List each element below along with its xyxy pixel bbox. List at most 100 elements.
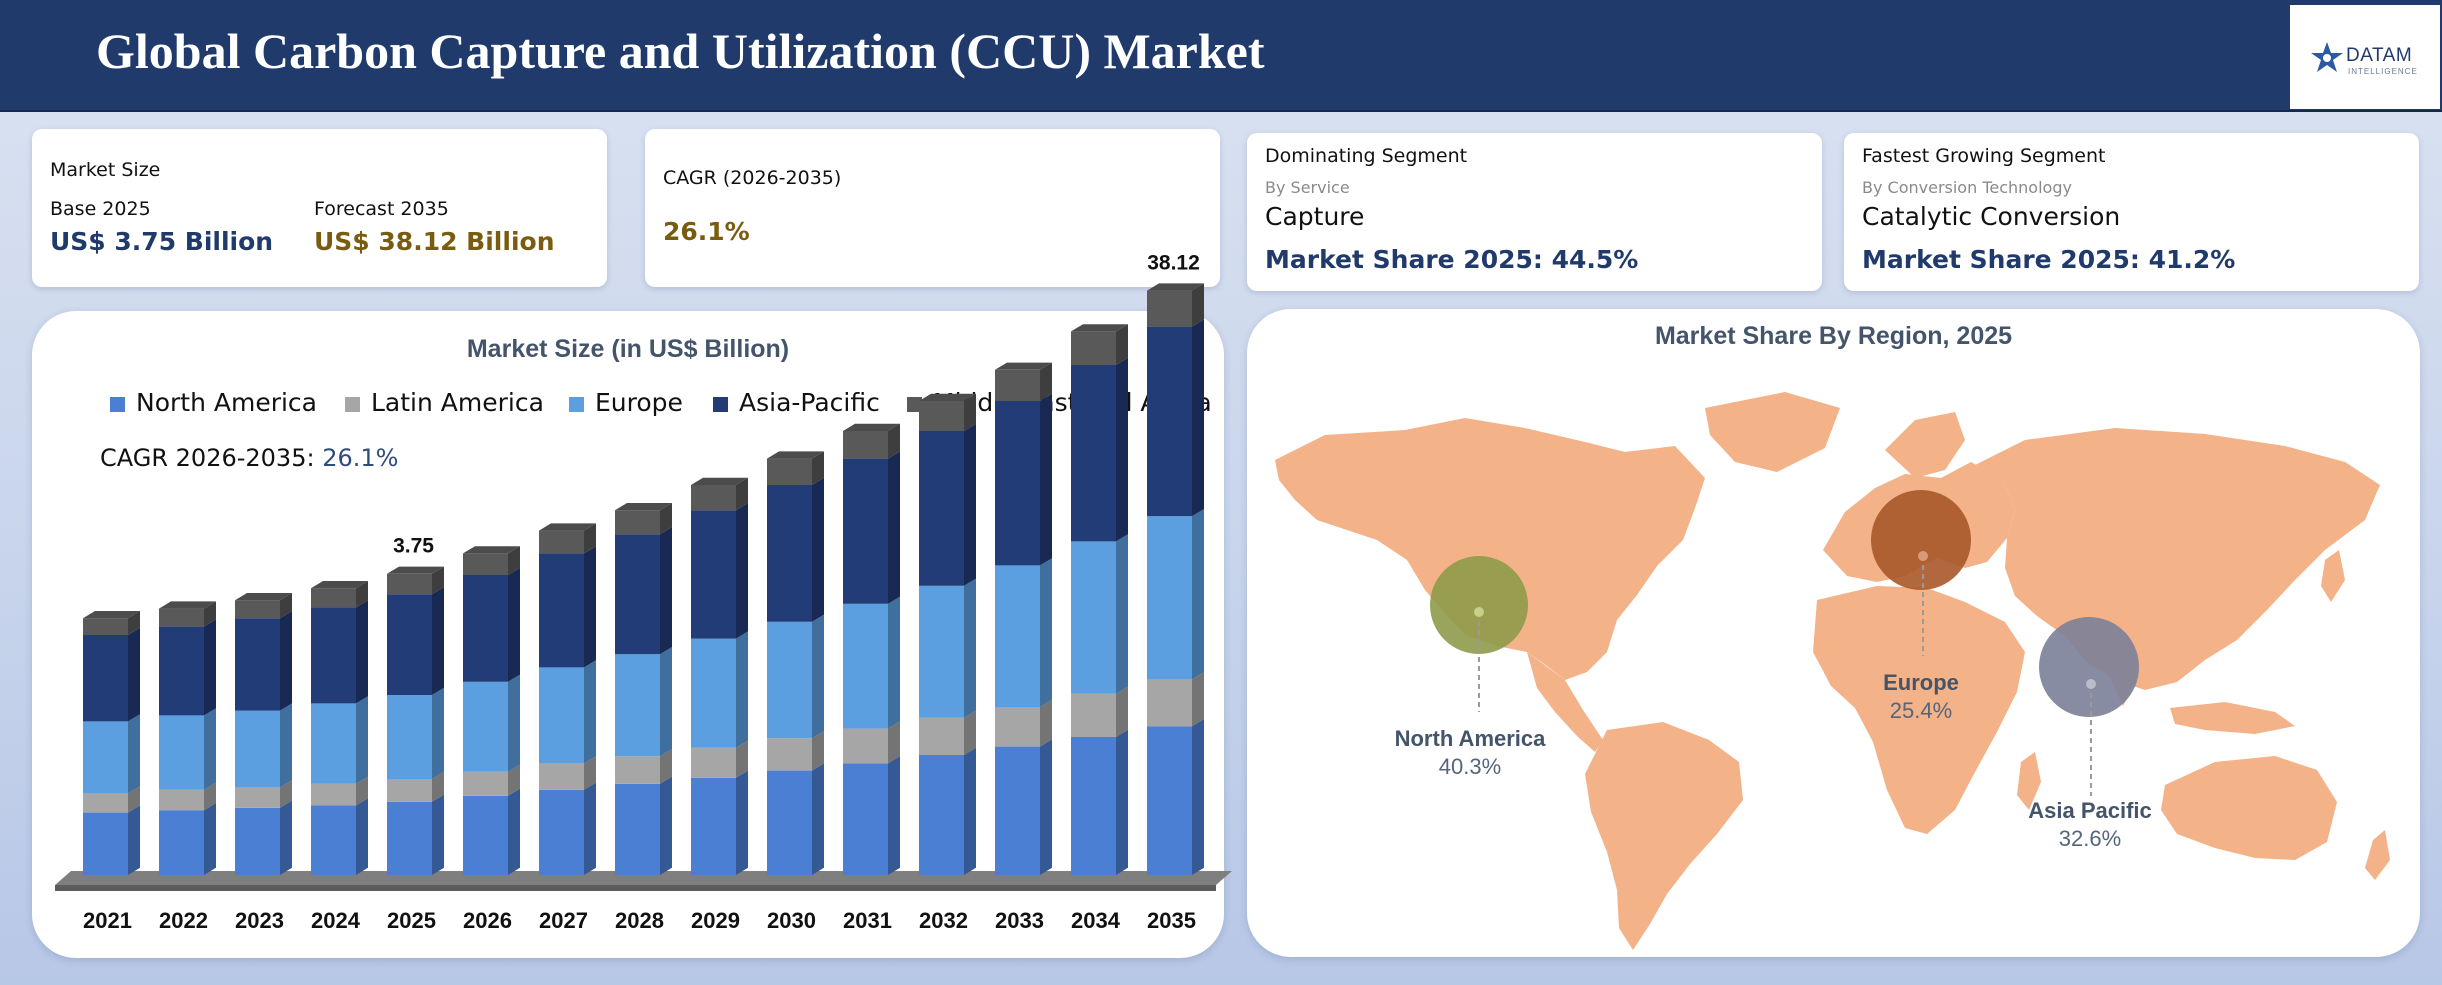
legend-label: North America bbox=[136, 388, 317, 417]
map-greenland bbox=[1705, 392, 1840, 472]
bar-top-2021 bbox=[83, 611, 140, 619]
bar-segment-europe-2031 bbox=[843, 603, 888, 729]
bar-segment-latin-america-2027 bbox=[539, 763, 584, 790]
bar-side-latin-america-2032 bbox=[964, 710, 976, 755]
bar-segment-north-america-2030 bbox=[767, 770, 812, 875]
bar-top-2029 bbox=[691, 477, 748, 485]
bar-side-asia-pacific-2026 bbox=[508, 567, 520, 682]
bar-segment-latin-america-2021 bbox=[83, 793, 128, 813]
bar-top-2025 bbox=[387, 566, 444, 574]
bubble-europe bbox=[1871, 490, 1971, 590]
bar-segment-north-america-2027 bbox=[539, 789, 584, 875]
data-label: 38.12 bbox=[1147, 251, 1200, 274]
fastest-growing-card: Fastest Growing Segment By Conversion Te… bbox=[1844, 133, 2419, 291]
base-year-label: Base 2025 bbox=[50, 198, 151, 220]
bar-side-asia-pacific-2030 bbox=[812, 477, 824, 622]
bubble-north-america bbox=[1430, 556, 1528, 654]
bar-side-asia-pacific-2035 bbox=[1192, 319, 1204, 517]
bar-segment-north-america-2033 bbox=[995, 746, 1040, 875]
header-bar: Global Carbon Capture and Utilization (C… bbox=[0, 0, 2442, 112]
bar-side-latin-america-2025 bbox=[432, 771, 444, 802]
bar-segment-north-america-2029 bbox=[691, 777, 736, 875]
bar-top-2023 bbox=[235, 593, 292, 601]
bar-segment-middle-east-and-africa-2034 bbox=[1071, 331, 1116, 365]
map-scandinavia bbox=[1885, 412, 1965, 478]
dot-north-america bbox=[1474, 607, 1484, 617]
bar-segment-north-america-2023 bbox=[235, 807, 280, 875]
bar-segment-latin-america-2028 bbox=[615, 756, 660, 784]
bar-side-asia-pacific-2027 bbox=[584, 546, 596, 668]
fastest-growing-segment-share: Market Share 2025: 41.2% bbox=[1862, 245, 2236, 274]
bar-side-north-america-2022 bbox=[204, 803, 216, 875]
bar-segment-europe-2034 bbox=[1071, 541, 1116, 694]
bar-side-asia-pacific-2028 bbox=[660, 527, 672, 655]
bar-side-asia-pacific-2033 bbox=[1040, 393, 1052, 566]
dominating-segment-share: Market Share 2025: 44.5% bbox=[1265, 245, 1639, 274]
cagr-annotation-label: CAGR 2026-2035: bbox=[100, 444, 323, 472]
bar-segment-latin-america-2022 bbox=[159, 789, 204, 811]
bar-side-asia-pacific-2021 bbox=[128, 627, 140, 722]
bar-side-middle-east-and-africa-2023 bbox=[280, 593, 292, 619]
bar-segment-asia-pacific-2029 bbox=[691, 510, 736, 639]
dominating-segment-card: Dominating Segment By Service Capture Ma… bbox=[1247, 133, 1822, 291]
bar-side-latin-america-2030 bbox=[812, 731, 824, 771]
bar-side-north-america-2028 bbox=[660, 776, 672, 875]
bar-side-latin-america-2027 bbox=[584, 756, 596, 790]
bar-side-middle-east-and-africa-2034 bbox=[1116, 324, 1128, 365]
bar-side-europe-2023 bbox=[280, 703, 292, 788]
x-tick-label: 2021 bbox=[83, 908, 132, 933]
bar-side-europe-2026 bbox=[508, 674, 520, 772]
bar-side-north-america-2027 bbox=[584, 782, 596, 875]
dominating-segment-name: Capture bbox=[1265, 202, 1365, 231]
bar-side-north-america-2035 bbox=[1192, 719, 1204, 875]
bar-segment-europe-2024 bbox=[311, 703, 356, 784]
world-map bbox=[1275, 392, 2390, 950]
logo-subtext: INTELLIGENCE bbox=[2348, 67, 2418, 76]
x-tick-label: 2035 bbox=[1147, 908, 1196, 933]
bar-side-north-america-2034 bbox=[1116, 729, 1128, 875]
x-tick-label: 2022 bbox=[159, 908, 208, 933]
x-tick-label: 2026 bbox=[463, 908, 512, 933]
bar-side-latin-america-2031 bbox=[888, 721, 900, 764]
bar-side-asia-pacific-2029 bbox=[736, 503, 748, 639]
map-region-value: 40.3% bbox=[1438, 754, 1502, 779]
bar-side-asia-pacific-2032 bbox=[964, 423, 976, 586]
map-region-name: North America bbox=[1394, 726, 1546, 751]
x-tick-label: 2031 bbox=[843, 908, 892, 933]
bar-side-europe-2032 bbox=[964, 578, 976, 718]
bar-segment-asia-pacific-2035 bbox=[1147, 326, 1192, 517]
bar-segment-europe-2021 bbox=[83, 721, 128, 794]
bar-side-asia-pacific-2034 bbox=[1116, 357, 1128, 542]
chart-floor-edge bbox=[55, 885, 1216, 891]
bar-segment-asia-pacific-2031 bbox=[843, 458, 888, 604]
fastest-growing-sublabel: By Conversion Technology bbox=[1862, 178, 2072, 197]
bar-side-middle-east-and-africa-2028 bbox=[660, 503, 672, 535]
x-tick-label: 2023 bbox=[235, 908, 284, 933]
bar-side-north-america-2032 bbox=[964, 747, 976, 875]
bar-side-middle-east-and-africa-2027 bbox=[584, 523, 596, 554]
bar-side-middle-east-and-africa-2022 bbox=[204, 601, 216, 627]
forecast-value: US$ 38.12 Billion bbox=[314, 227, 555, 256]
bar-side-middle-east-and-africa-2024 bbox=[356, 581, 368, 608]
bar-segment-middle-east-and-africa-2027 bbox=[539, 530, 584, 554]
bar-segment-asia-pacific-2028 bbox=[615, 534, 660, 655]
bar-segment-north-america-2032 bbox=[919, 755, 964, 875]
bar-segment-middle-east-and-africa-2028 bbox=[615, 510, 660, 535]
bar-segment-middle-east-and-africa-2032 bbox=[919, 401, 964, 431]
legend-swatch-north-america bbox=[110, 397, 125, 412]
bar-segment-europe-2035 bbox=[1147, 516, 1192, 680]
bar-side-europe-2027 bbox=[584, 660, 596, 764]
bar-top-2032 bbox=[919, 393, 976, 401]
bar-segment-middle-east-and-africa-2031 bbox=[843, 431, 888, 459]
bar-top-2026 bbox=[463, 546, 520, 554]
base-value: US$ 3.75 Billion bbox=[50, 227, 274, 256]
bar-side-latin-america-2024 bbox=[356, 776, 368, 806]
dominating-segment-label: Dominating Segment bbox=[1265, 145, 1468, 167]
bar-segment-latin-america-2035 bbox=[1147, 679, 1192, 727]
bar-side-europe-2028 bbox=[660, 647, 672, 757]
x-tick-label: 2033 bbox=[995, 908, 1044, 933]
dominating-segment-sublabel: By Service bbox=[1265, 178, 1350, 197]
bar-side-north-america-2031 bbox=[888, 756, 900, 875]
bar-top-2024 bbox=[311, 581, 368, 589]
